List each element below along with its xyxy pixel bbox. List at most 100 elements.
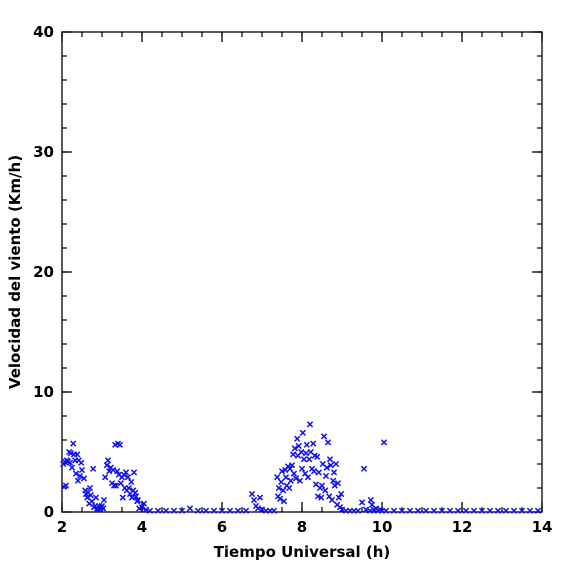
data-point xyxy=(87,492,94,499)
data-point xyxy=(332,460,340,468)
data-point xyxy=(286,465,294,472)
x-tick-label: 2 xyxy=(57,518,67,536)
data-point xyxy=(78,466,86,474)
data-point xyxy=(330,477,337,484)
data-point xyxy=(78,459,85,466)
data-point xyxy=(315,469,322,476)
data-point xyxy=(122,469,130,476)
data-point xyxy=(390,507,398,514)
data-point xyxy=(72,470,80,477)
data-point xyxy=(74,451,81,458)
data-point xyxy=(86,484,94,492)
data-point xyxy=(119,494,126,501)
data-point xyxy=(380,439,388,446)
data-point xyxy=(100,505,107,512)
y-tick-label: 40 xyxy=(33,23,54,41)
x-tick-label: 14 xyxy=(532,518,553,536)
data-point xyxy=(470,507,478,514)
data-point xyxy=(518,507,526,514)
data-point xyxy=(102,474,109,481)
data-point xyxy=(140,500,148,507)
data-point xyxy=(478,507,486,514)
data-point xyxy=(125,484,132,492)
data-point xyxy=(186,505,194,512)
x-tick-label: 8 xyxy=(297,518,307,536)
data-point xyxy=(280,498,288,505)
data-point xyxy=(303,441,310,448)
data-point xyxy=(322,487,329,494)
data-point xyxy=(323,464,330,471)
data-point xyxy=(218,507,226,514)
data-point xyxy=(502,507,510,514)
data-point xyxy=(322,472,330,480)
data-point xyxy=(510,507,518,514)
data-point xyxy=(534,507,542,514)
data-point xyxy=(92,494,100,501)
data-point xyxy=(430,507,438,514)
data-point xyxy=(310,440,317,447)
data-point xyxy=(170,507,178,514)
data-point xyxy=(382,507,390,514)
data-point xyxy=(299,429,306,436)
data-point xyxy=(338,490,345,498)
data-point xyxy=(335,494,342,501)
data-point xyxy=(398,507,406,514)
tick-labels: 2 4 6 8 10 12 14 0 10 20 30 40 xyxy=(33,23,552,536)
data-point xyxy=(422,507,430,514)
data-point xyxy=(287,477,294,484)
data-point xyxy=(286,484,293,492)
data-point xyxy=(306,456,313,463)
data-point xyxy=(256,494,264,501)
data-point xyxy=(76,472,84,480)
data-point xyxy=(110,466,117,474)
data-points xyxy=(60,421,542,514)
data-point xyxy=(242,507,250,514)
data-point xyxy=(130,469,138,476)
data-point xyxy=(328,496,336,504)
data-point xyxy=(414,507,422,514)
data-point xyxy=(74,477,82,484)
plot-area xyxy=(61,31,543,513)
data-point xyxy=(226,507,234,514)
data-point xyxy=(68,464,76,471)
data-point xyxy=(290,451,297,458)
data-point xyxy=(117,480,124,487)
data-point xyxy=(132,493,140,500)
data-point xyxy=(310,468,318,475)
data-point xyxy=(446,507,454,514)
data-point xyxy=(270,507,278,514)
data-point xyxy=(250,496,258,504)
data-point xyxy=(84,494,91,501)
data-point xyxy=(278,478,285,486)
axis-ticks xyxy=(61,31,543,513)
x-axis-label: Tiempo Universal (h) xyxy=(214,543,391,561)
data-point xyxy=(274,474,281,481)
data-point xyxy=(296,477,304,484)
data-point xyxy=(154,507,162,514)
data-point xyxy=(62,482,70,489)
data-point xyxy=(66,459,74,466)
data-point xyxy=(306,421,314,428)
data-point xyxy=(178,507,186,514)
data-point xyxy=(70,440,77,447)
data-point xyxy=(282,474,290,481)
data-point xyxy=(103,462,110,469)
data-point xyxy=(291,445,298,452)
data-point xyxy=(114,468,121,475)
data-point xyxy=(116,441,124,448)
data-point xyxy=(406,507,414,514)
data-point xyxy=(110,482,118,489)
data-point xyxy=(462,507,470,514)
data-point xyxy=(486,507,494,514)
data-point xyxy=(367,496,374,504)
data-point xyxy=(360,465,368,472)
x-tick-label: 10 xyxy=(372,518,393,536)
y-tick-label: 30 xyxy=(33,143,54,161)
data-point xyxy=(358,499,366,506)
data-point xyxy=(354,507,362,514)
data-point xyxy=(526,507,534,514)
data-point xyxy=(334,480,342,487)
data-point xyxy=(298,448,305,456)
data-point xyxy=(146,507,154,514)
